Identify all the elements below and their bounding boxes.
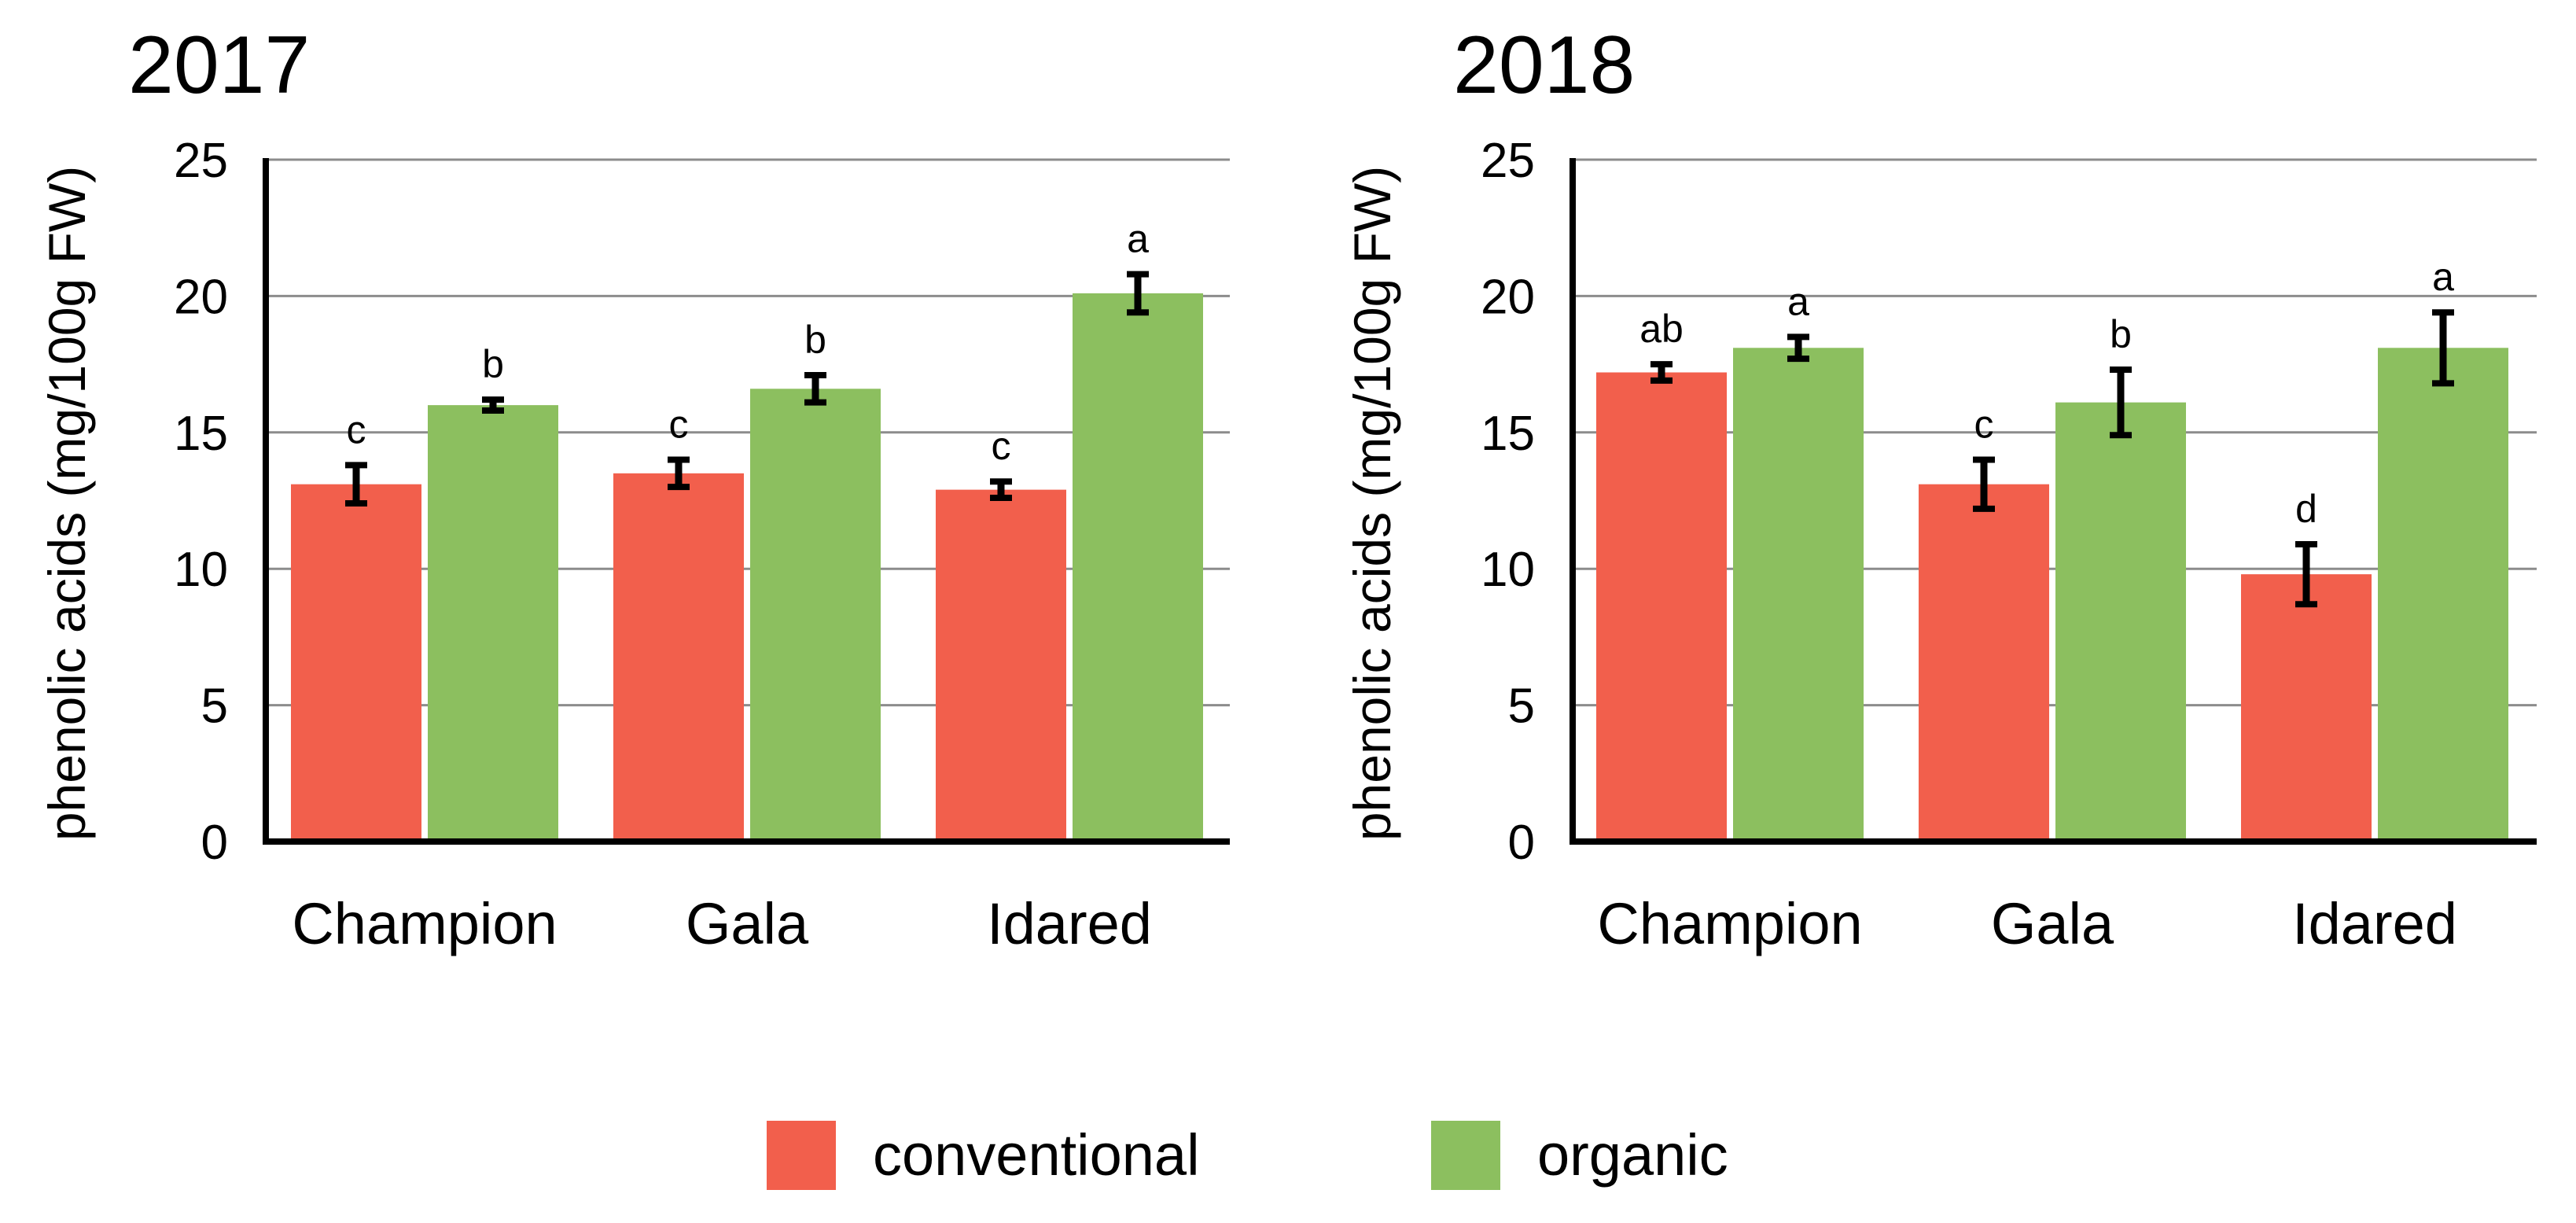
y-tick-label: 5 xyxy=(201,680,228,734)
error-bar xyxy=(668,456,690,491)
significance-labels: c b c b c a xyxy=(347,217,1150,469)
error-bar xyxy=(990,478,1012,502)
bar-organic-gala xyxy=(750,389,881,842)
category-labels: Champion Gala Idared xyxy=(292,891,1152,956)
y-tick-label: 10 xyxy=(1481,543,1535,597)
y-tick-label: 10 xyxy=(174,543,228,597)
significance-label: ab xyxy=(1639,307,1684,351)
error-bar xyxy=(1787,333,1809,363)
y-tick-label: 0 xyxy=(201,816,228,870)
significance-label: c xyxy=(992,424,1011,468)
error-bar xyxy=(2295,540,2317,608)
bars xyxy=(291,293,1203,842)
error-bar xyxy=(1650,361,1673,384)
y-tick-label: 0 xyxy=(1508,816,1535,870)
significance-label: b xyxy=(482,342,504,386)
y-tick-label: 5 xyxy=(1508,680,1535,734)
axes xyxy=(263,158,1230,845)
significance-label: c xyxy=(1974,402,1994,446)
y-tick-label: 15 xyxy=(1481,407,1535,461)
bar-organic-idared xyxy=(2378,348,2508,842)
bar-organic-champion xyxy=(1733,348,1864,842)
error-bar xyxy=(345,462,367,507)
significance-label: d xyxy=(2295,487,2317,531)
chart-2018: 2018 phenolic acids (mg/100g FW) abacbda… xyxy=(1343,20,2537,956)
category-label-idared: Idared xyxy=(987,891,1152,956)
bars xyxy=(1596,348,2508,842)
legend-swatch-conventional xyxy=(767,1121,836,1190)
chart-2017: 2017 phenolic acids (mg/100g FW) cbcbca … xyxy=(38,20,1230,956)
category-label-gala: Gala xyxy=(686,891,809,956)
error-bar xyxy=(2110,367,2132,439)
significance-label: c xyxy=(669,402,689,446)
significance-label: b xyxy=(2110,312,2132,356)
significance-label: a xyxy=(2432,255,2454,299)
category-label-champion: Champion xyxy=(292,891,557,956)
bar-organic-champion xyxy=(428,405,558,842)
error-bar xyxy=(1973,456,1995,512)
y-tick-labels: 0 5 10 15 20 25 xyxy=(1481,134,1535,870)
significance-label: a xyxy=(1787,279,1809,323)
y-axis-title: phenolic acids (mg/100g FW) xyxy=(1343,166,1401,841)
axes xyxy=(1570,158,2537,845)
category-label-champion: Champion xyxy=(1597,891,1862,956)
legend: conventional organic xyxy=(767,1121,1728,1190)
legend-swatch-organic xyxy=(1431,1121,1500,1190)
category-label-idared: Idared xyxy=(2292,891,2457,956)
chart-title: 2017 xyxy=(128,20,310,111)
y-tick-label: 15 xyxy=(174,407,228,461)
chart-title: 2018 xyxy=(1453,20,1635,111)
legend-label-conventional: conventional xyxy=(873,1122,1200,1188)
bar-conventional-gala xyxy=(1919,484,2049,842)
y-tick-label: 20 xyxy=(1481,270,1535,324)
error-bar xyxy=(2432,309,2454,387)
y-tick-label: 25 xyxy=(1481,134,1535,188)
bar-conventional-champion xyxy=(291,484,421,842)
error-bar xyxy=(482,396,504,414)
bar-conventional-gala xyxy=(613,473,744,842)
bar-conventional-champion xyxy=(1596,372,1727,842)
error-bar xyxy=(1127,271,1149,316)
bar-conventional-idared xyxy=(936,489,1066,842)
y-axis-title: phenolic acids (mg/100g FW) xyxy=(38,166,96,841)
error-bar xyxy=(804,371,826,406)
y-tick-label: 25 xyxy=(174,134,228,188)
bar-conventional-idared xyxy=(2241,574,2372,842)
category-labels: Champion Gala Idared xyxy=(1597,891,2457,956)
significance-label: b xyxy=(804,318,826,362)
bar-organic-idared xyxy=(1073,293,1203,842)
y-tick-label: 20 xyxy=(174,270,228,324)
significance-labels: ab a c b d a xyxy=(1639,255,2454,531)
category-label-gala: Gala xyxy=(1991,891,2114,956)
bar-organic-gala xyxy=(2055,402,2186,842)
gridlines xyxy=(266,158,1230,707)
significance-label: c xyxy=(347,407,366,451)
error-bars xyxy=(345,271,1149,507)
legend-label-organic: organic xyxy=(1537,1122,1728,1188)
significance-label: a xyxy=(1127,217,1149,261)
error-bars xyxy=(1650,309,2454,608)
y-tick-labels: 0 5 10 15 20 25 xyxy=(174,134,228,870)
